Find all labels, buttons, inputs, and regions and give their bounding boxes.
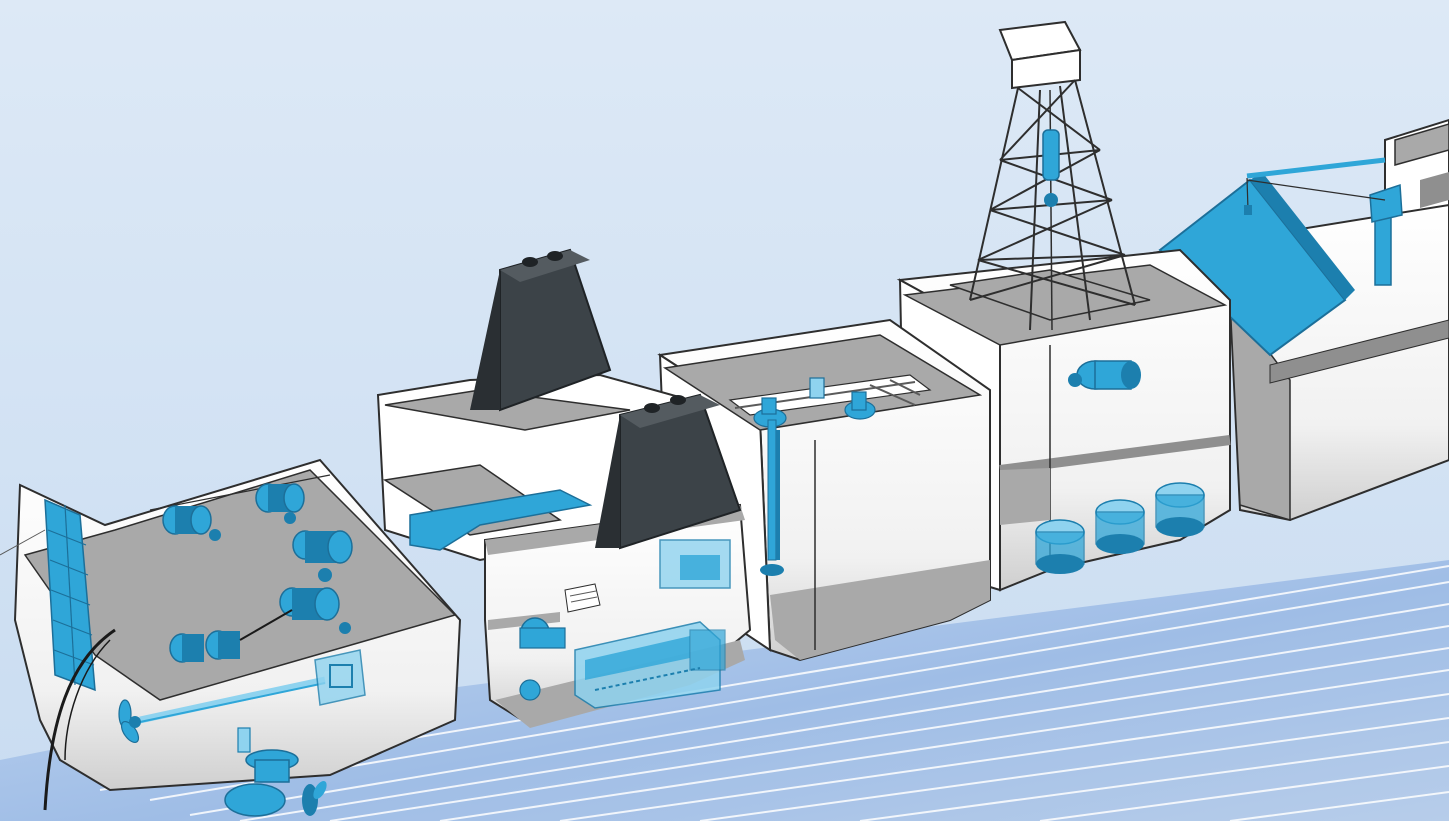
pump (519, 617, 566, 701)
stern-deck (23, 469, 457, 701)
shaft-line (139, 649, 366, 724)
mooring-winches (162, 483, 353, 663)
mud-pumps (1035, 482, 1205, 574)
generator-set (659, 539, 731, 589)
drill-floor (949, 269, 1151, 321)
switchboard (564, 583, 601, 613)
main-engine (574, 621, 726, 709)
propeller-icon (118, 699, 141, 744)
module-stern (0, 458, 462, 817)
rudder-icon (43, 628, 116, 811)
module-engine-room (376, 248, 752, 728)
water-stripes (99, 565, 1449, 821)
valves (753, 377, 876, 428)
floor-plate (409, 489, 593, 551)
front-funnel (595, 393, 742, 550)
azimuth-thruster (224, 727, 327, 817)
rear-funnel (470, 248, 612, 412)
drawworks (1068, 360, 1141, 390)
transom-door (44, 498, 96, 692)
deepwell-pump (760, 419, 784, 576)
deck-crane (1244, 157, 1403, 286)
travelling-block (1042, 89, 1060, 331)
